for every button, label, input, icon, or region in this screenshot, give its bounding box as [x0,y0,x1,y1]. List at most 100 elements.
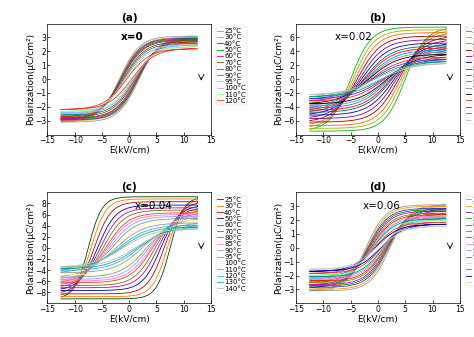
85°C [443,46,449,50]
110°C [148,55,154,59]
70°C [443,211,449,215]
25°C [377,219,383,223]
90°C [194,41,200,45]
Line: 120°C: 120°C [61,225,197,270]
80°C [128,217,134,221]
Line: 25°C: 25°C [61,197,197,299]
120°C [307,96,313,100]
30°C [128,56,134,60]
120°C [374,250,380,254]
40°C [128,201,134,205]
60°C [374,262,380,266]
60°C [356,79,361,83]
130°C [307,267,313,271]
Line: 120°C: 120°C [61,49,197,110]
100°C [194,43,200,47]
Line: 50°C: 50°C [310,36,446,122]
30°C [430,204,436,208]
130°C [377,242,383,246]
30°C [170,38,176,42]
60°C [194,206,200,210]
95°C [148,240,154,244]
Line: 100°C: 100°C [310,54,446,104]
100°C [148,54,154,58]
70°C [170,220,176,224]
120°C [194,47,200,51]
Title: (a): (a) [121,13,137,23]
X-axis label: E(kV/cm): E(kV/cm) [109,315,150,324]
85°C [128,220,134,224]
100°C [170,45,176,49]
25°C [194,195,200,199]
50°C [419,45,424,49]
Line: 70°C: 70°C [310,43,446,115]
85°C [397,67,403,71]
70°C [307,280,313,284]
40°C [397,79,403,83]
50°C [107,97,112,101]
Line: 130°C: 130°C [310,61,446,97]
Line: 100°C: 100°C [61,45,197,113]
X-axis label: E(kV/cm): E(kV/cm) [357,315,398,324]
80°C [374,94,380,98]
95°C [128,67,134,71]
100°C [58,111,64,115]
95°C [374,253,380,257]
25°C [397,90,403,94]
100°C [443,52,449,56]
95°C [419,55,424,59]
70°C [107,235,112,239]
110°C [182,221,188,225]
50°C [58,117,64,121]
130°C [307,267,313,271]
50°C [356,75,361,80]
50°C [307,119,313,123]
100°C [307,101,313,105]
100°C [419,220,424,224]
Line: 110°C: 110°C [61,47,197,112]
Line: 90°C: 90°C [61,216,197,279]
130°C [128,239,134,243]
Legend: 25°C, 30°C, 40°C, 50°C, 60°C, 70°C, 80°C, 85°C, 90°C, 95°C, 100°C, 110°C, 120°C,: 25°C, 30°C, 40°C, 50°C, 60°C, 70°C, 80°C… [465,27,474,124]
95°C [125,264,131,268]
140°C [430,62,436,66]
80°C [58,114,64,118]
110°C [58,110,64,114]
40°C [58,118,64,122]
80°C [194,211,200,215]
90°C [58,113,64,117]
30°C [182,197,188,201]
95°C [170,44,176,49]
110°C [125,258,131,262]
95°C [182,217,188,221]
90°C [397,226,403,230]
100°C [419,57,424,61]
70°C [128,213,134,217]
40°C [430,206,436,210]
90°C [307,105,313,109]
100°C [182,219,188,223]
95°C [125,86,131,90]
100°C [443,218,449,222]
40°C [356,264,361,268]
130°C [419,62,424,66]
100°C [128,229,134,234]
50°C [430,34,436,38]
140°C [194,227,200,231]
40°C [443,31,449,35]
25°C [148,54,154,58]
130°C [356,85,361,89]
30°C [377,35,383,39]
60°C [58,286,64,290]
80°C [58,281,64,285]
95°C [128,227,134,231]
90°C [430,49,436,53]
100°C [125,261,131,265]
80°C [170,42,176,46]
25°C [170,37,176,41]
40°C [58,118,64,122]
95°C [307,103,313,107]
85°C [194,213,200,217]
85°C [107,243,112,247]
50°C [148,266,154,270]
